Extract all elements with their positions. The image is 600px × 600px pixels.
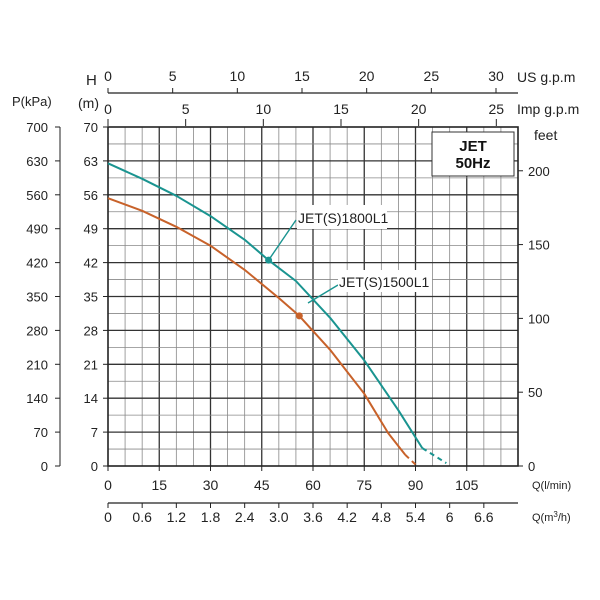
head-tick-label: 42: [84, 256, 98, 271]
title-box: [431, 131, 515, 177]
chart-grid: [108, 127, 518, 466]
q-m3h-tick-label: 4.2: [337, 509, 357, 525]
feet-tick-label: 150: [528, 238, 550, 253]
feet-tick-label: 100: [528, 311, 550, 326]
chart-title-line2: 50Hz: [455, 155, 490, 172]
imp-gpm-tick-label: 15: [333, 101, 349, 117]
q-lmin-tick-label: 75: [356, 477, 372, 493]
us-gpm-tick-label: 15: [294, 68, 310, 84]
q-m3h-tick-label: 5.4: [406, 509, 426, 525]
q-lmin-tick-label: 0: [104, 477, 112, 493]
feet-tick-label: 200: [528, 164, 550, 179]
head-tick-label: 63: [84, 154, 98, 169]
pressure-axis-label: P(kPa): [12, 94, 52, 109]
head-tick-label: 14: [84, 391, 98, 406]
head-tick-label: 70: [84, 120, 98, 135]
series-label-box-1500: [338, 270, 432, 292]
head-tick-label: 21: [84, 357, 98, 372]
leader-line-1500: [307, 284, 339, 304]
imp-gpm-axis-label: Imp g.p.m: [517, 101, 579, 117]
head-tick-label: 0: [91, 459, 98, 474]
pressure-tick-label: 210: [26, 357, 48, 372]
series-line-1: [107, 197, 407, 456]
q-m3h-tick-label: 3.6: [303, 509, 323, 525]
q-m3h-tick-label: 1.8: [201, 509, 221, 525]
q-lmin-tick-label: 45: [254, 477, 270, 493]
imp-gpm-tick-label: 5: [182, 101, 190, 117]
us-gpm-axis-label: US g.p.m: [517, 69, 575, 85]
imp-gpm-tick-label: 20: [411, 101, 427, 117]
pressure-tick-label: 560: [26, 188, 48, 203]
us-gpm-tick-label: 25: [424, 68, 440, 84]
pressure-tick-label: 70: [34, 425, 48, 440]
q-lmin-tick-label: 60: [305, 477, 321, 493]
imp-gpm-tick-label: 0: [104, 101, 112, 117]
feet-axis-label: feet: [534, 127, 557, 143]
head-tick-label: 49: [84, 222, 98, 237]
q-m3h-tick-label: 4.8: [372, 509, 392, 525]
chart-title-line1: JET: [459, 138, 487, 155]
us-gpm-tick-label: 0: [104, 68, 112, 84]
head-tick-label: 35: [84, 290, 98, 305]
series-label-1800: JET(S)1800L1: [298, 210, 388, 226]
pressure-tick-label: 140: [26, 391, 48, 406]
head-tick-label: 56: [84, 188, 98, 203]
pressure-tick-label: 350: [26, 290, 48, 305]
feet-tick-label: 50: [528, 385, 542, 400]
leader-line-1800: [268, 219, 297, 261]
us-gpm-tick-label: 5: [169, 68, 177, 84]
q-m3h-tick-label: 2.4: [235, 509, 255, 525]
pressure-tick-label: 700: [26, 120, 48, 135]
q-lmin-tick-label: 105: [455, 477, 479, 493]
q-m3h-tick-label: 0.6: [132, 509, 152, 525]
series-marker-1: [295, 312, 303, 320]
series-dashed-tail-0: [421, 447, 447, 464]
head-axis-label-h: H: [86, 72, 97, 89]
q-m3h-tick-label: 3.0: [269, 509, 289, 525]
head-axis-label-m: (m): [78, 95, 99, 111]
q-lmin-tick-label: 30: [203, 477, 219, 493]
q-lmin-axis-label: Q(l/min): [532, 480, 571, 492]
q-m3h-tick-label: 6.6: [474, 509, 494, 525]
chart-series: [107, 162, 447, 466]
feet-tick-label: 0: [528, 459, 535, 474]
q-lmin-tick-label: 90: [408, 477, 424, 493]
head-tick-label: 7: [91, 425, 98, 440]
q-m3h-axis-label: Q(m3/h): [532, 510, 571, 524]
imp-gpm-tick-label: 25: [489, 101, 505, 117]
pressure-tick-label: 630: [26, 154, 48, 169]
pressure-tick-label: 490: [26, 222, 48, 237]
pressure-tick-label: 0: [41, 459, 48, 474]
us-gpm-tick-label: 20: [359, 68, 375, 84]
us-gpm-tick-label: 30: [488, 68, 504, 84]
q-m3h-tick-label: 0: [104, 509, 112, 525]
q-lmin-tick-label: 15: [151, 477, 167, 493]
q-m3h-tick-label: 1.2: [167, 509, 187, 525]
head-tick-label: 28: [84, 323, 98, 338]
q-m3h-tick-label: 6: [446, 509, 454, 525]
pressure-tick-label: 420: [26, 256, 48, 271]
pressure-tick-label: 280: [26, 323, 48, 338]
series-label-1500: JET(S)1500L1: [339, 274, 429, 290]
series-label-box-1800: [297, 205, 387, 229]
series-dashed-tail-1: [404, 454, 417, 466]
us-gpm-tick-label: 10: [230, 68, 246, 84]
imp-gpm-tick-label: 10: [256, 101, 272, 117]
chart-ticks: 0714212835424956637007014021028035042049…: [26, 68, 549, 525]
